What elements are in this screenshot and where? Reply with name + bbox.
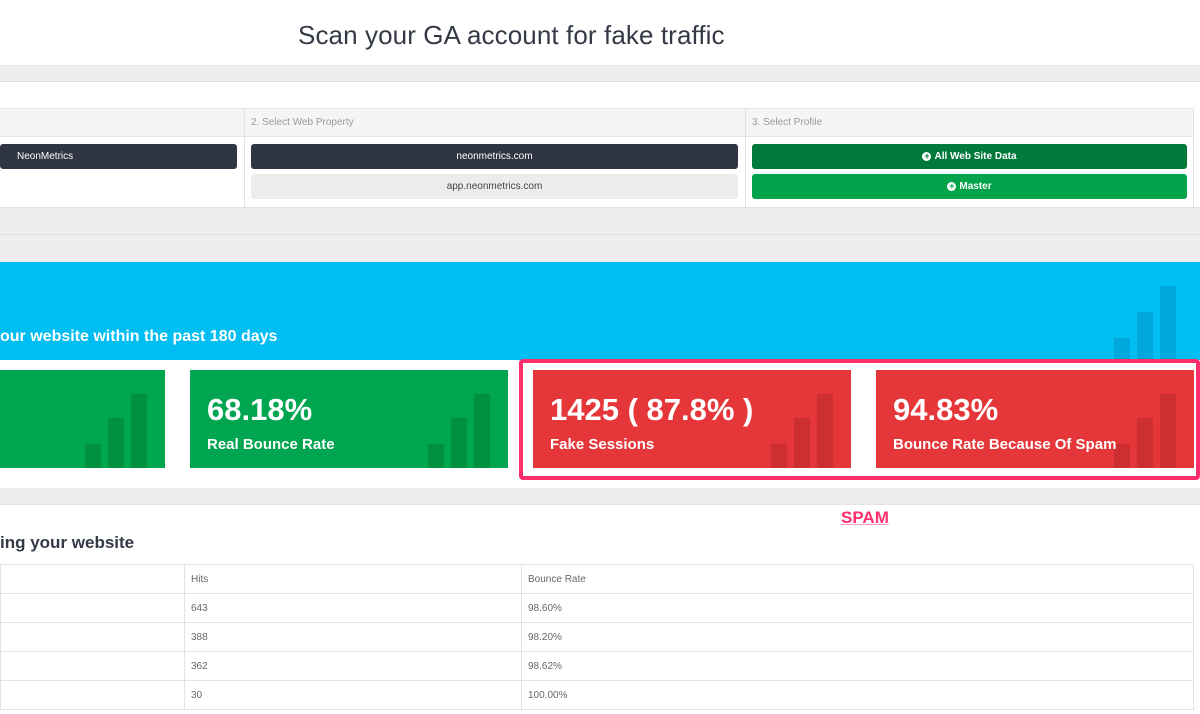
plus-circle-icon: + bbox=[922, 151, 932, 161]
stat-label: Real Bounce Rate bbox=[207, 436, 335, 453]
stat-value: 68.18% bbox=[207, 392, 313, 427]
spam-annotation-label: SPAM bbox=[841, 508, 889, 527]
section-divider bbox=[0, 488, 1200, 504]
section-divider bbox=[0, 208, 1200, 262]
stat-card-partial bbox=[0, 370, 165, 468]
bounce-rate-cell: 100.00% bbox=[521, 680, 1194, 710]
web-property-button-secondary[interactable]: app.neonmetrics.com bbox=[251, 174, 738, 199]
stat-card-spam-bounce-rate: 94.83% Bounce Rate Because Of Spam bbox=[876, 370, 1194, 468]
spam-sources-table: Hits Bounce Rate 643 98.60% 388 98.20% 3… bbox=[0, 564, 1194, 710]
hits-cell: 362 bbox=[184, 651, 522, 681]
profile-button-label: All Web Site Data bbox=[934, 151, 1017, 162]
table-cell bbox=[0, 593, 185, 623]
table-header-row: Hits Bounce Rate bbox=[0, 564, 1194, 594]
table-row: 388 98.20% bbox=[0, 622, 1194, 652]
table-title: ing your website bbox=[0, 533, 135, 552]
stat-value: 1425 ( 87.8% ) bbox=[550, 392, 754, 427]
bounce-rate-cell: 98.20% bbox=[521, 622, 1194, 652]
stat-value: 94.83% bbox=[893, 392, 999, 427]
bar-chart-icon bbox=[428, 394, 490, 468]
bar-chart-icon bbox=[1114, 394, 1176, 468]
bar-chart-icon bbox=[771, 394, 833, 468]
stat-label: Fake Sessions bbox=[550, 436, 655, 453]
table-cell bbox=[0, 680, 185, 710]
profile-column-title: 3. Select Profile bbox=[752, 117, 823, 128]
stats-area: 68.18% Real Bounce Rate 1425 ( 87.8% ) F… bbox=[0, 360, 1200, 488]
title-bar: Scan your GA account for fake traffic bbox=[0, 0, 1200, 66]
stat-card-real-bounce-rate: 68.18% Real Bounce Rate bbox=[190, 370, 508, 468]
banner-text: our website within the past 180 days bbox=[0, 328, 278, 345]
column-divider bbox=[1193, 108, 1194, 207]
table-header-bounce-rate: Bounce Rate bbox=[521, 564, 1194, 594]
table-header-cell bbox=[0, 564, 185, 594]
selector-header-row: 2. Select Web Property 3. Select Profile bbox=[0, 108, 1193, 137]
table-cell bbox=[0, 651, 185, 681]
plus-circle-icon: + bbox=[947, 181, 957, 191]
bounce-rate-cell: 98.62% bbox=[521, 651, 1194, 681]
stat-card-fake-sessions: 1425 ( 87.8% ) Fake Sessions bbox=[533, 370, 851, 468]
profile-button-label: Master bbox=[959, 181, 992, 192]
account-selector-panel: 2. Select Web Property 3. Select Profile… bbox=[0, 81, 1200, 208]
table-cell bbox=[0, 622, 185, 652]
web-property-column-title: 2. Select Web Property bbox=[251, 117, 354, 128]
page-title: Scan your GA account for fake traffic bbox=[298, 20, 725, 50]
web-property-button-primary[interactable]: neonmetrics.com bbox=[251, 144, 738, 169]
profile-button-master[interactable]: + Master bbox=[752, 174, 1187, 199]
table-row: 643 98.60% bbox=[0, 593, 1194, 623]
section-divider bbox=[0, 66, 1200, 81]
table-header-hits: Hits bbox=[184, 564, 522, 594]
column-divider bbox=[244, 108, 245, 207]
hits-cell: 643 bbox=[184, 593, 522, 623]
bar-chart-icon bbox=[1114, 286, 1176, 360]
column-divider bbox=[745, 108, 746, 207]
hits-cell: 388 bbox=[184, 622, 522, 652]
bounce-rate-cell: 98.60% bbox=[521, 593, 1194, 623]
spam-highlight-frame bbox=[519, 359, 1200, 480]
table-row: 30 100.00% bbox=[0, 680, 1194, 710]
table-row: 362 98.62% bbox=[0, 651, 1194, 681]
stat-label: Bounce Rate Because Of Spam bbox=[893, 436, 1117, 453]
bar-chart-icon bbox=[85, 394, 147, 468]
profile-button-all-web-site-data[interactable]: + All Web Site Data bbox=[752, 144, 1187, 169]
results-banner: our website within the past 180 days bbox=[0, 262, 1200, 360]
spam-sources-panel: ing your website Hits Bounce Rate 643 98… bbox=[0, 504, 1200, 714]
hits-cell: 30 bbox=[184, 680, 522, 710]
account-button[interactable]: NeonMetrics bbox=[0, 144, 237, 169]
